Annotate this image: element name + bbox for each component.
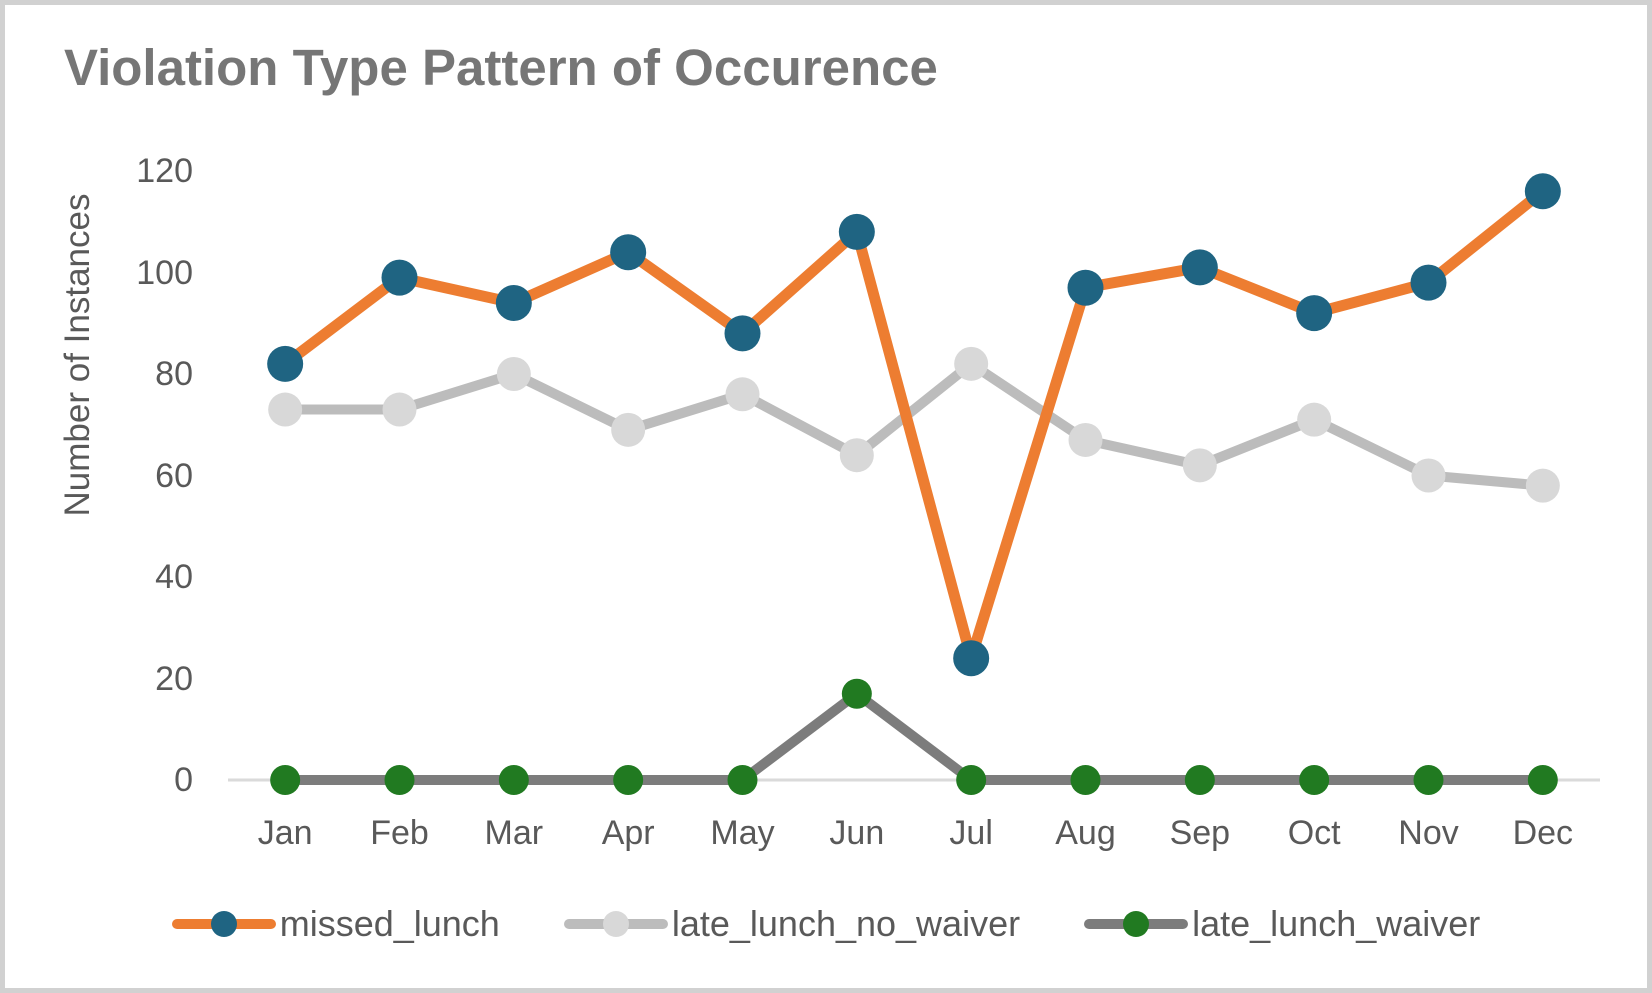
legend-item-late-lunch-waiver: late_lunch_waiver	[1084, 903, 1480, 945]
y-tick-label: 0	[174, 761, 193, 799]
series-late_lunch_waiver-marker	[613, 765, 644, 795]
series-missed_lunch-marker	[1067, 269, 1104, 306]
series-missed_lunch-marker	[495, 284, 532, 321]
legend-item-late-lunch-no-waiver: late_lunch_no_waiver	[563, 903, 1021, 945]
series-late_lunch_waiver-marker	[270, 765, 301, 795]
x-tick-label: Jun	[829, 814, 885, 852]
series-missed_lunch-marker	[381, 259, 418, 296]
x-tick-label: Sep	[1169, 814, 1231, 852]
series-late_lunch_no_waiver-marker	[611, 412, 646, 447]
series-late_lunch_waiver-marker	[384, 765, 415, 795]
y-tick-label: 40	[155, 558, 193, 596]
x-tick-label: Jul	[949, 814, 993, 852]
x-tick-label: Mar	[484, 814, 544, 852]
legend-marker-icon	[602, 911, 629, 937]
series-late_lunch_waiver-marker	[841, 678, 872, 709]
series-missed_lunch-marker	[724, 315, 761, 352]
series-late_lunch_waiver-marker	[1299, 765, 1330, 795]
y-tick-label: 80	[155, 355, 193, 393]
x-tick-label: Apr	[601, 814, 655, 852]
series-late_lunch_no_waiver-marker	[496, 357, 531, 391]
series-late_lunch_waiver-line	[280, 688, 1548, 785]
series-late_lunch_no_waiver-marker	[839, 438, 874, 473]
chart-title: Violation Type Pattern of Occurence	[64, 39, 938, 96]
legend-swatch-late-lunch-waiver	[1084, 910, 1189, 938]
x-tick-label: Oct	[1287, 814, 1341, 852]
series-late_lunch_waiver-marker	[727, 765, 758, 795]
series-late_lunch_no_waiver-line	[280, 358, 1548, 491]
series-missed_lunch-marker	[1410, 264, 1447, 301]
series-late_lunch_no_waiver-marker	[1297, 402, 1332, 437]
series-late_lunch_waiver-marker	[1184, 765, 1215, 795]
x-tick-label: Aug	[1055, 814, 1116, 852]
series-late_lunch_waiver-marker	[1070, 765, 1101, 795]
series-late_lunch_no_waiver-marker	[1068, 422, 1103, 457]
legend-marker-icon	[210, 911, 237, 937]
series-missed_lunch-marker	[838, 213, 875, 250]
legend-swatch-missed-lunch	[171, 910, 276, 938]
series-late_lunch_no_waiver-marker	[382, 392, 417, 427]
legend-marker-icon	[1123, 911, 1150, 937]
series-missed_lunch-marker	[267, 345, 304, 382]
series-late_lunch_no_waiver-marker	[268, 392, 303, 427]
series-late_lunch_waiver-marker	[1413, 765, 1444, 795]
legend-label: late_lunch_no_waiver	[671, 903, 1021, 944]
y-tick-label: 120	[136, 152, 193, 190]
series-missed_lunch-marker	[1524, 173, 1561, 210]
x-tick-label: Dec	[1512, 814, 1574, 852]
series-missed_lunch-line	[279, 185, 1549, 664]
series-late_lunch_no_waiver-marker	[1525, 468, 1560, 503]
series-missed_lunch-marker	[953, 640, 990, 677]
legend-item-missed-lunch: missed_lunch	[171, 903, 500, 945]
x-tick-label: Jan	[257, 814, 313, 852]
series-late_lunch_no_waiver-marker	[1411, 458, 1446, 493]
series-late_lunch_no_waiver-marker	[725, 377, 760, 412]
series-missed_lunch-marker	[610, 234, 647, 271]
legend-label: missed_lunch	[279, 903, 500, 944]
series-late_lunch_waiver-marker	[956, 765, 987, 795]
y-tick-label: 20	[155, 659, 193, 698]
series-late_lunch_waiver-marker	[498, 765, 529, 795]
series-late_lunch_waiver-marker	[1527, 765, 1558, 795]
y-tick-label: 60	[155, 456, 193, 495]
series-late_lunch_no_waiver-marker	[1182, 448, 1217, 483]
legend-swatch-late-lunch-no-waiver	[563, 910, 668, 938]
x-tick-label: Nov	[1398, 814, 1459, 852]
y-tick-label: 100	[136, 253, 193, 292]
y-axis-title: Number of Instances	[58, 193, 97, 517]
series-missed_lunch-marker	[1181, 249, 1218, 286]
legend: missed_lunch late_lunch_no_waiver late_l…	[0, 903, 1652, 945]
series-late_lunch_no_waiver-marker	[954, 346, 989, 381]
series-missed_lunch-marker	[1296, 295, 1333, 332]
legend-label: late_lunch_waiver	[1192, 903, 1481, 944]
x-tick-label: Feb	[370, 814, 429, 852]
x-tick-label: May	[710, 814, 775, 852]
